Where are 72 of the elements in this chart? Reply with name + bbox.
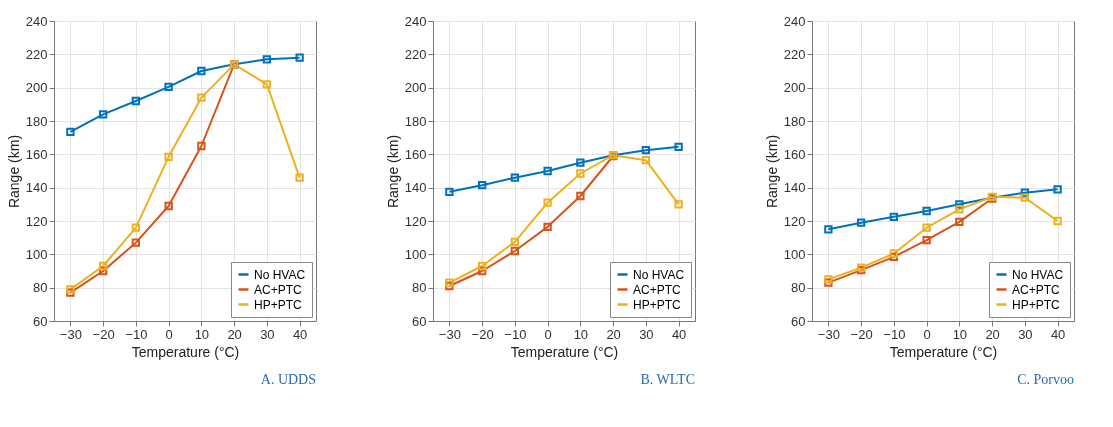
x-tick-label: −10: [504, 326, 527, 342]
y-tick-label: 240: [783, 13, 806, 29]
legend-label: HP+PTC: [1012, 297, 1061, 312]
y-tick-label: 240: [25, 13, 48, 29]
y-tick-label: 160: [404, 146, 427, 162]
y-tick-label: 140: [783, 180, 806, 196]
x-tick-label: 10: [194, 326, 210, 342]
legend-label: HP+PTC: [633, 297, 682, 312]
y-tick-label: 220: [404, 46, 427, 62]
x-tick-label: 10: [952, 326, 968, 342]
y-tick-label: 120: [25, 213, 48, 229]
y-tick-label: 100: [404, 246, 427, 262]
y-tick-label: 60: [412, 313, 427, 329]
y-tick-label: 180: [783, 113, 806, 129]
x-tick-label: 20: [606, 326, 621, 342]
legend-label: No HVAC: [254, 267, 306, 282]
y-tick-label: 120: [783, 213, 806, 229]
x-tick-label: 0: [165, 326, 173, 342]
y-tick-label: 200: [783, 80, 806, 96]
y-tick-label: 80: [412, 280, 427, 296]
y-tick-label: 200: [404, 80, 427, 96]
y-tick-label: 220: [25, 46, 48, 62]
text: A. UDDS: [260, 372, 316, 387]
legend-label: HP+PTC: [254, 297, 303, 312]
y-tick-label: 120: [404, 213, 427, 229]
x-axis-title: Temperature (°C): [889, 343, 998, 360]
x-tick-label: −30: [817, 326, 840, 342]
legend-label: No HVAC: [1012, 267, 1064, 282]
y-tick-label: 80: [791, 280, 806, 296]
x-tick-label: 10: [573, 326, 589, 342]
y-tick-label: 100: [783, 246, 806, 262]
x-axis-title: Temperature (°C): [510, 343, 619, 360]
y-tick-label: 60: [791, 313, 806, 329]
x-tick-label: −30: [438, 326, 461, 342]
x-tick-label: 0: [923, 326, 931, 342]
x-axis-title: Temperature (°C): [131, 343, 240, 360]
y-tick-label: 60: [33, 313, 48, 329]
y-axis-title: Range (km): [5, 134, 22, 209]
x-tick-label: −30: [59, 326, 82, 342]
y-tick-label: 160: [25, 146, 48, 162]
y-tick-label: 140: [25, 180, 48, 196]
x-tick-label: 20: [227, 326, 242, 342]
y-tick-label: 100: [25, 246, 48, 262]
text: B. WLTC: [640, 372, 695, 387]
y-tick-label: 220: [783, 46, 806, 62]
y-axis-title: Range (km): [384, 134, 401, 209]
y-tick-label: 140: [404, 180, 427, 196]
y-axis-title: Range (km): [763, 134, 780, 209]
x-tick-label: −20: [92, 326, 115, 342]
x-tick-label: 30: [1018, 326, 1033, 342]
x-tick-label: 0: [544, 326, 552, 342]
x-tick-label: −10: [883, 326, 906, 342]
x-tick-label: 30: [639, 326, 654, 342]
legend-label: AC+PTC: [1012, 282, 1061, 297]
x-tick-label: −10: [125, 326, 148, 342]
x-tick-label: 20: [985, 326, 1000, 342]
y-tick-label: 180: [25, 113, 48, 129]
x-tick-label: −20: [850, 326, 873, 342]
legend-label: No HVAC: [633, 267, 685, 282]
y-tick-label: 160: [783, 146, 806, 162]
x-tick-label: 40: [292, 326, 308, 342]
x-tick-label: −20: [471, 326, 494, 342]
legend-label: AC+PTC: [254, 282, 303, 297]
x-tick-label: 40: [671, 326, 687, 342]
text: C. Porvoo: [1017, 372, 1074, 387]
legend-label: AC+PTC: [633, 282, 682, 297]
y-tick-label: 180: [404, 113, 427, 129]
y-tick-label: 80: [33, 280, 48, 296]
x-tick-label: 40: [1050, 326, 1066, 342]
y-tick-label: 200: [25, 80, 48, 96]
x-tick-label: 30: [260, 326, 275, 342]
y-tick-label: 240: [404, 13, 427, 29]
